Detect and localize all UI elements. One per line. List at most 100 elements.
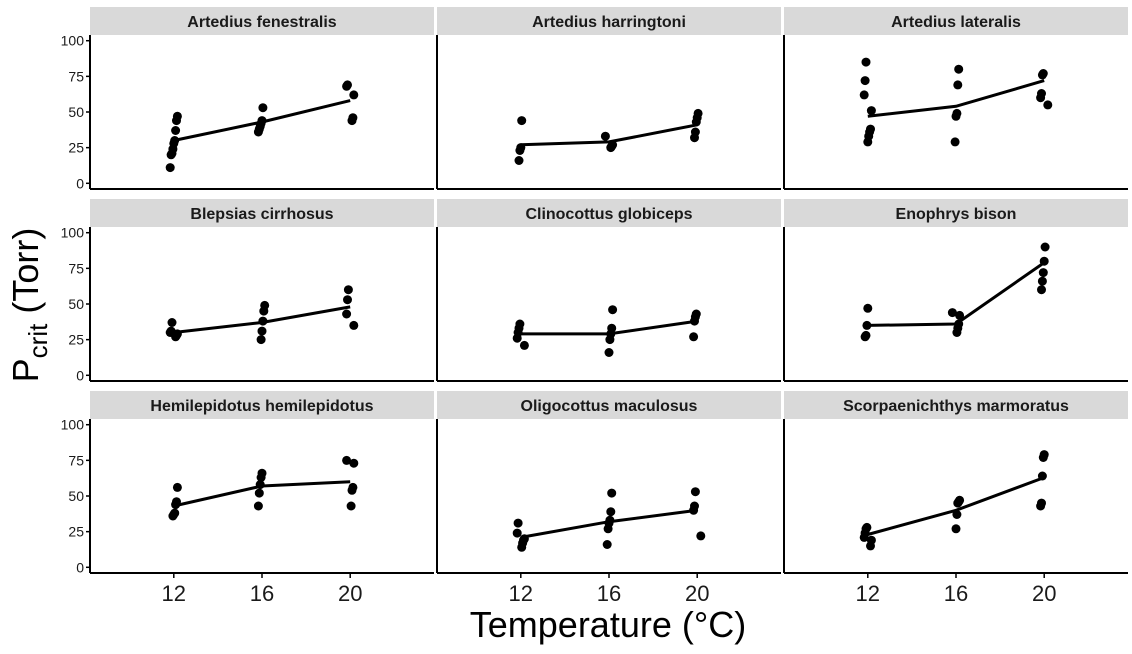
data-point (952, 108, 962, 118)
data-point (516, 143, 526, 153)
data-point (342, 309, 352, 319)
data-point (1039, 256, 1049, 266)
y-tick-label: 0 (76, 367, 84, 383)
data-point (166, 326, 176, 336)
data-point (254, 488, 264, 498)
data-point (172, 482, 182, 492)
x-tick-label: 16 (597, 581, 621, 606)
data-point (859, 90, 869, 100)
data-point (349, 320, 359, 330)
data-point (861, 57, 871, 67)
data-point (862, 522, 872, 532)
x-axis-title: Temperature (°C) (470, 604, 746, 645)
data-point (952, 510, 962, 519)
data-point (866, 106, 876, 116)
x-tick-label: 12 (856, 581, 880, 606)
data-point (690, 501, 699, 511)
facet-strip-title: Blepsias cirrhosus (190, 206, 333, 223)
data-point (514, 156, 524, 165)
data-point (863, 303, 873, 313)
data-point (349, 458, 359, 468)
data-point (866, 124, 875, 134)
data-point (165, 163, 175, 173)
data-point (519, 340, 529, 350)
data-point (608, 305, 618, 315)
facet-panel: Artedius fenestralis 0 25 50 75 100 (61, 7, 434, 191)
y-tick-label: 75 (68, 68, 84, 84)
data-point (602, 540, 612, 549)
x-tick-label: 12 (162, 581, 186, 606)
data-point (696, 531, 706, 541)
y-tick-label: 100 (61, 33, 85, 49)
data-point (955, 495, 965, 505)
data-point (861, 330, 871, 340)
y-tick-label: 75 (68, 452, 84, 468)
facet-strip (784, 391, 1128, 419)
data-point (1037, 285, 1046, 295)
data-point (170, 508, 180, 518)
x-tick-label: 20 (685, 581, 709, 606)
data-point (258, 103, 268, 113)
facet-panel: Artedius lateralis (783, 7, 1128, 190)
data-point (517, 116, 527, 126)
data-point (1043, 100, 1053, 110)
x-tick-label: 16 (944, 581, 968, 606)
data-point (1040, 242, 1050, 252)
y-tick-label: 25 (68, 332, 84, 348)
y-tick-label: 100 (61, 417, 85, 433)
data-point (947, 308, 957, 318)
data-point (607, 488, 617, 498)
x-tick-label: 12 (509, 581, 533, 606)
data-point (604, 348, 614, 357)
data-point (171, 126, 181, 135)
data-point (607, 323, 617, 333)
y-tick-label: 0 (76, 559, 84, 575)
facet-strip-title: Enophrys bison (896, 206, 1017, 223)
x-tick-label: 16 (250, 581, 274, 606)
data-point (256, 335, 266, 345)
facet-strip-title: Artedius lateralis (891, 14, 1021, 31)
data-point (690, 127, 700, 137)
data-point (950, 137, 960, 147)
data-point (955, 310, 965, 320)
data-point (862, 320, 872, 330)
data-point (691, 309, 701, 319)
facet-panel: Enophrys bison (783, 199, 1128, 382)
y-tick-label: 50 (68, 488, 84, 504)
facet-strip-title: Clinocottus globiceps (525, 206, 692, 223)
data-point (1037, 276, 1047, 286)
data-point (253, 501, 263, 511)
facet-panel: Scorpaenichthys marmoratus 12 16 20 (783, 391, 1128, 606)
facet-strip-title: Hemilepidotus hemilepidotus (150, 398, 373, 415)
data-point (1038, 268, 1048, 278)
y-tick-label: 50 (68, 296, 84, 312)
data-point (605, 515, 615, 525)
data-point (606, 507, 616, 517)
facet-panel: Artedius harringtoni (436, 7, 781, 190)
data-point (343, 285, 353, 295)
data-point (693, 108, 703, 118)
data-point (258, 316, 268, 326)
data-point (260, 300, 270, 310)
x-tick-label: 20 (1032, 581, 1056, 606)
y-axis-title: Pcrit (Torr) (5, 228, 53, 383)
data-point (255, 480, 265, 490)
panels-group: Artedius fenestralis 0 25 50 75 100 Artedius h… (61, 7, 1128, 606)
data-point (600, 131, 610, 141)
data-point (346, 501, 356, 511)
facet-strip (437, 7, 781, 35)
facet-strip (90, 199, 434, 227)
data-point (1039, 450, 1049, 460)
facet-panel: Clinocottus globiceps (436, 199, 781, 382)
data-point (953, 80, 963, 90)
data-point (348, 482, 358, 492)
data-point (348, 113, 358, 123)
y-tick-label: 50 (68, 104, 84, 120)
facet-strip-title: Scorpaenichthys marmoratus (843, 398, 1069, 415)
trend-line (867, 79, 1045, 118)
data-point (170, 136, 180, 145)
y-tick-label: 75 (68, 260, 84, 276)
data-point (519, 534, 529, 544)
facet-strip-title: Oligocottus maculosus (521, 398, 698, 415)
data-point (167, 318, 177, 327)
